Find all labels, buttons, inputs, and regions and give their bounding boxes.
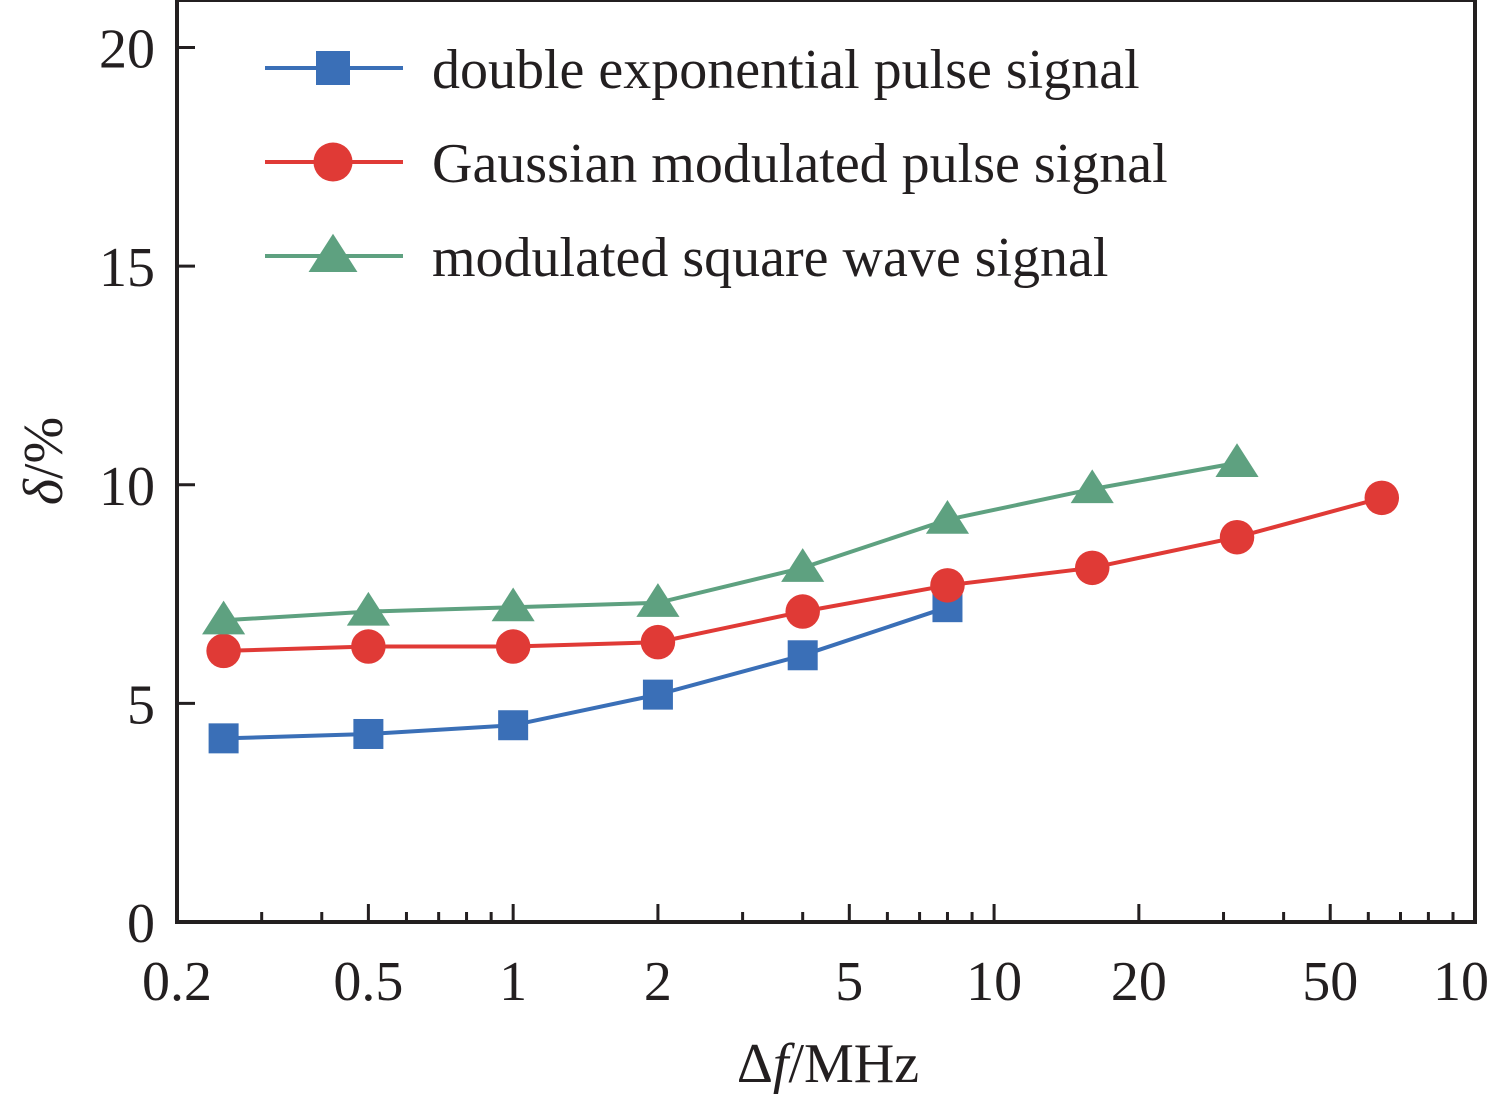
series-3-point xyxy=(781,548,825,582)
series-2-point xyxy=(640,624,676,660)
x-tick-label: 20 xyxy=(1111,951,1167,1013)
series-2-point xyxy=(495,629,531,664)
x-tick-label: 100 xyxy=(1433,951,1488,1013)
series-2-point xyxy=(1364,480,1400,516)
series-3-point xyxy=(636,583,680,617)
x-axis-label: Δf/MHz xyxy=(737,1033,919,1095)
series-markers xyxy=(202,443,1400,754)
x-tick-label: 2 xyxy=(644,951,672,1013)
series-3-point xyxy=(491,587,535,622)
y-tick-label: 0 xyxy=(127,893,155,955)
legend-marker-2 xyxy=(313,142,353,182)
series-2-point xyxy=(206,633,241,669)
series-1-point xyxy=(642,679,673,710)
series-1-point xyxy=(787,640,818,671)
legend: double exponential pulse signal Gaussian … xyxy=(265,39,1168,289)
series-1-point xyxy=(208,723,239,754)
plot-frame xyxy=(175,0,1477,924)
series-3-point xyxy=(346,591,390,626)
x-tick-label: 5 xyxy=(835,951,863,1013)
series-3-point xyxy=(925,500,970,534)
legend-label-2: Gaussian modulated pulse signal xyxy=(432,133,1168,195)
x-tick-label: 0.2 xyxy=(142,951,212,1013)
x-tick-label: 10 xyxy=(966,951,1022,1013)
series-3-point xyxy=(202,600,246,635)
y-tick-label: 5 xyxy=(127,674,155,736)
x-axis-label-unit: /MHz xyxy=(788,1033,919,1095)
y-axis-label-unit: /% xyxy=(13,417,75,479)
x-axis-label-prefix: Δ xyxy=(737,1033,773,1095)
x-axis-tick-labels: 0.2 0.5 1 2 5 10 20 50 100 xyxy=(142,951,1488,1013)
y-axis-label: δ/% xyxy=(13,417,75,505)
x-axis-ticks xyxy=(175,904,1477,922)
series-2-point xyxy=(351,629,386,664)
series-1-point xyxy=(498,710,529,741)
legend-label-1: double exponential pulse signal xyxy=(432,39,1140,101)
y-axis-tick-labels: 0 5 10 15 20 xyxy=(99,19,155,956)
series-3-point xyxy=(1070,469,1114,504)
legend-label-3: modulated square wave signal xyxy=(432,227,1108,289)
y-tick-label: 10 xyxy=(99,456,155,518)
y-tick-label: 15 xyxy=(99,237,155,299)
legend-marker-1 xyxy=(316,51,350,85)
series-line-3 xyxy=(223,460,1238,623)
y-axis-label-variable: δ xyxy=(13,478,75,505)
legend-marker-3 xyxy=(308,233,358,272)
series-2-point xyxy=(930,568,965,603)
series-2-point xyxy=(1219,519,1255,555)
series-1-point xyxy=(353,718,384,749)
x-tick-label: 1 xyxy=(499,951,527,1013)
series-line-1 xyxy=(223,605,949,741)
x-tick-label: 0.5 xyxy=(333,951,403,1013)
y-tick-label: 20 xyxy=(99,19,155,81)
series-2-point xyxy=(1074,550,1110,586)
x-tick-label: 50 xyxy=(1302,951,1358,1013)
series-3-point xyxy=(1215,443,1259,477)
series-2-point xyxy=(785,594,820,629)
y-axis-ticks xyxy=(177,46,195,924)
